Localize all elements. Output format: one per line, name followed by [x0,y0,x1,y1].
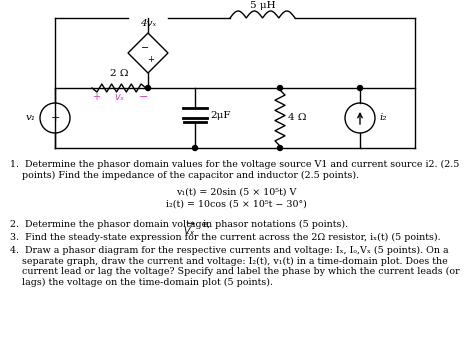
Text: 4.  Draw a phasor diagram for the respective currents and voltage: Iₓ, Iₒ,Vₓ (5 : 4. Draw a phasor diagram for the respect… [10,246,460,287]
Text: 4 Ω: 4 Ω [288,113,307,122]
Text: 5 μH: 5 μH [250,1,275,10]
Text: +: + [148,56,155,65]
Circle shape [193,145,198,150]
Text: v₁: v₁ [26,113,36,122]
Text: i₂: i₂ [379,113,386,122]
Text: 2 Ω: 2 Ω [110,69,128,78]
Text: i₂(t) = 10cos (5 × 10⁵t − 30°): i₂(t) = 10cos (5 × 10⁵t − 30°) [166,200,307,209]
Text: 2μF: 2μF [210,111,230,120]
Text: v₁(t) = 20sin (5 × 10⁵t) V: v₁(t) = 20sin (5 × 10⁵t) V [176,188,296,197]
Text: in phasor notations (5 points).: in phasor notations (5 points). [200,220,348,229]
Text: 3.  Find the steady-state expression for the current across the 2Ω resistor, iₓ(: 3. Find the steady-state expression for … [10,233,441,242]
Text: $\overrightarrow{V_x}$: $\overrightarrow{V_x}$ [183,220,196,238]
Text: −: − [140,92,149,102]
Circle shape [146,85,150,90]
Text: −: − [141,43,149,53]
Text: +: + [50,113,60,123]
Circle shape [278,145,282,150]
Circle shape [358,85,362,90]
Circle shape [278,85,282,90]
Text: 4vₓ: 4vₓ [140,19,156,28]
Text: vₓ: vₓ [114,92,124,102]
Text: +: + [92,92,100,102]
Text: 2.  Determine the phasor domain voltage,: 2. Determine the phasor domain voltage, [10,220,213,229]
Text: 1.  Determine the phasor domain values for the voltage source V1 and current sou: 1. Determine the phasor domain values fo… [10,160,459,180]
